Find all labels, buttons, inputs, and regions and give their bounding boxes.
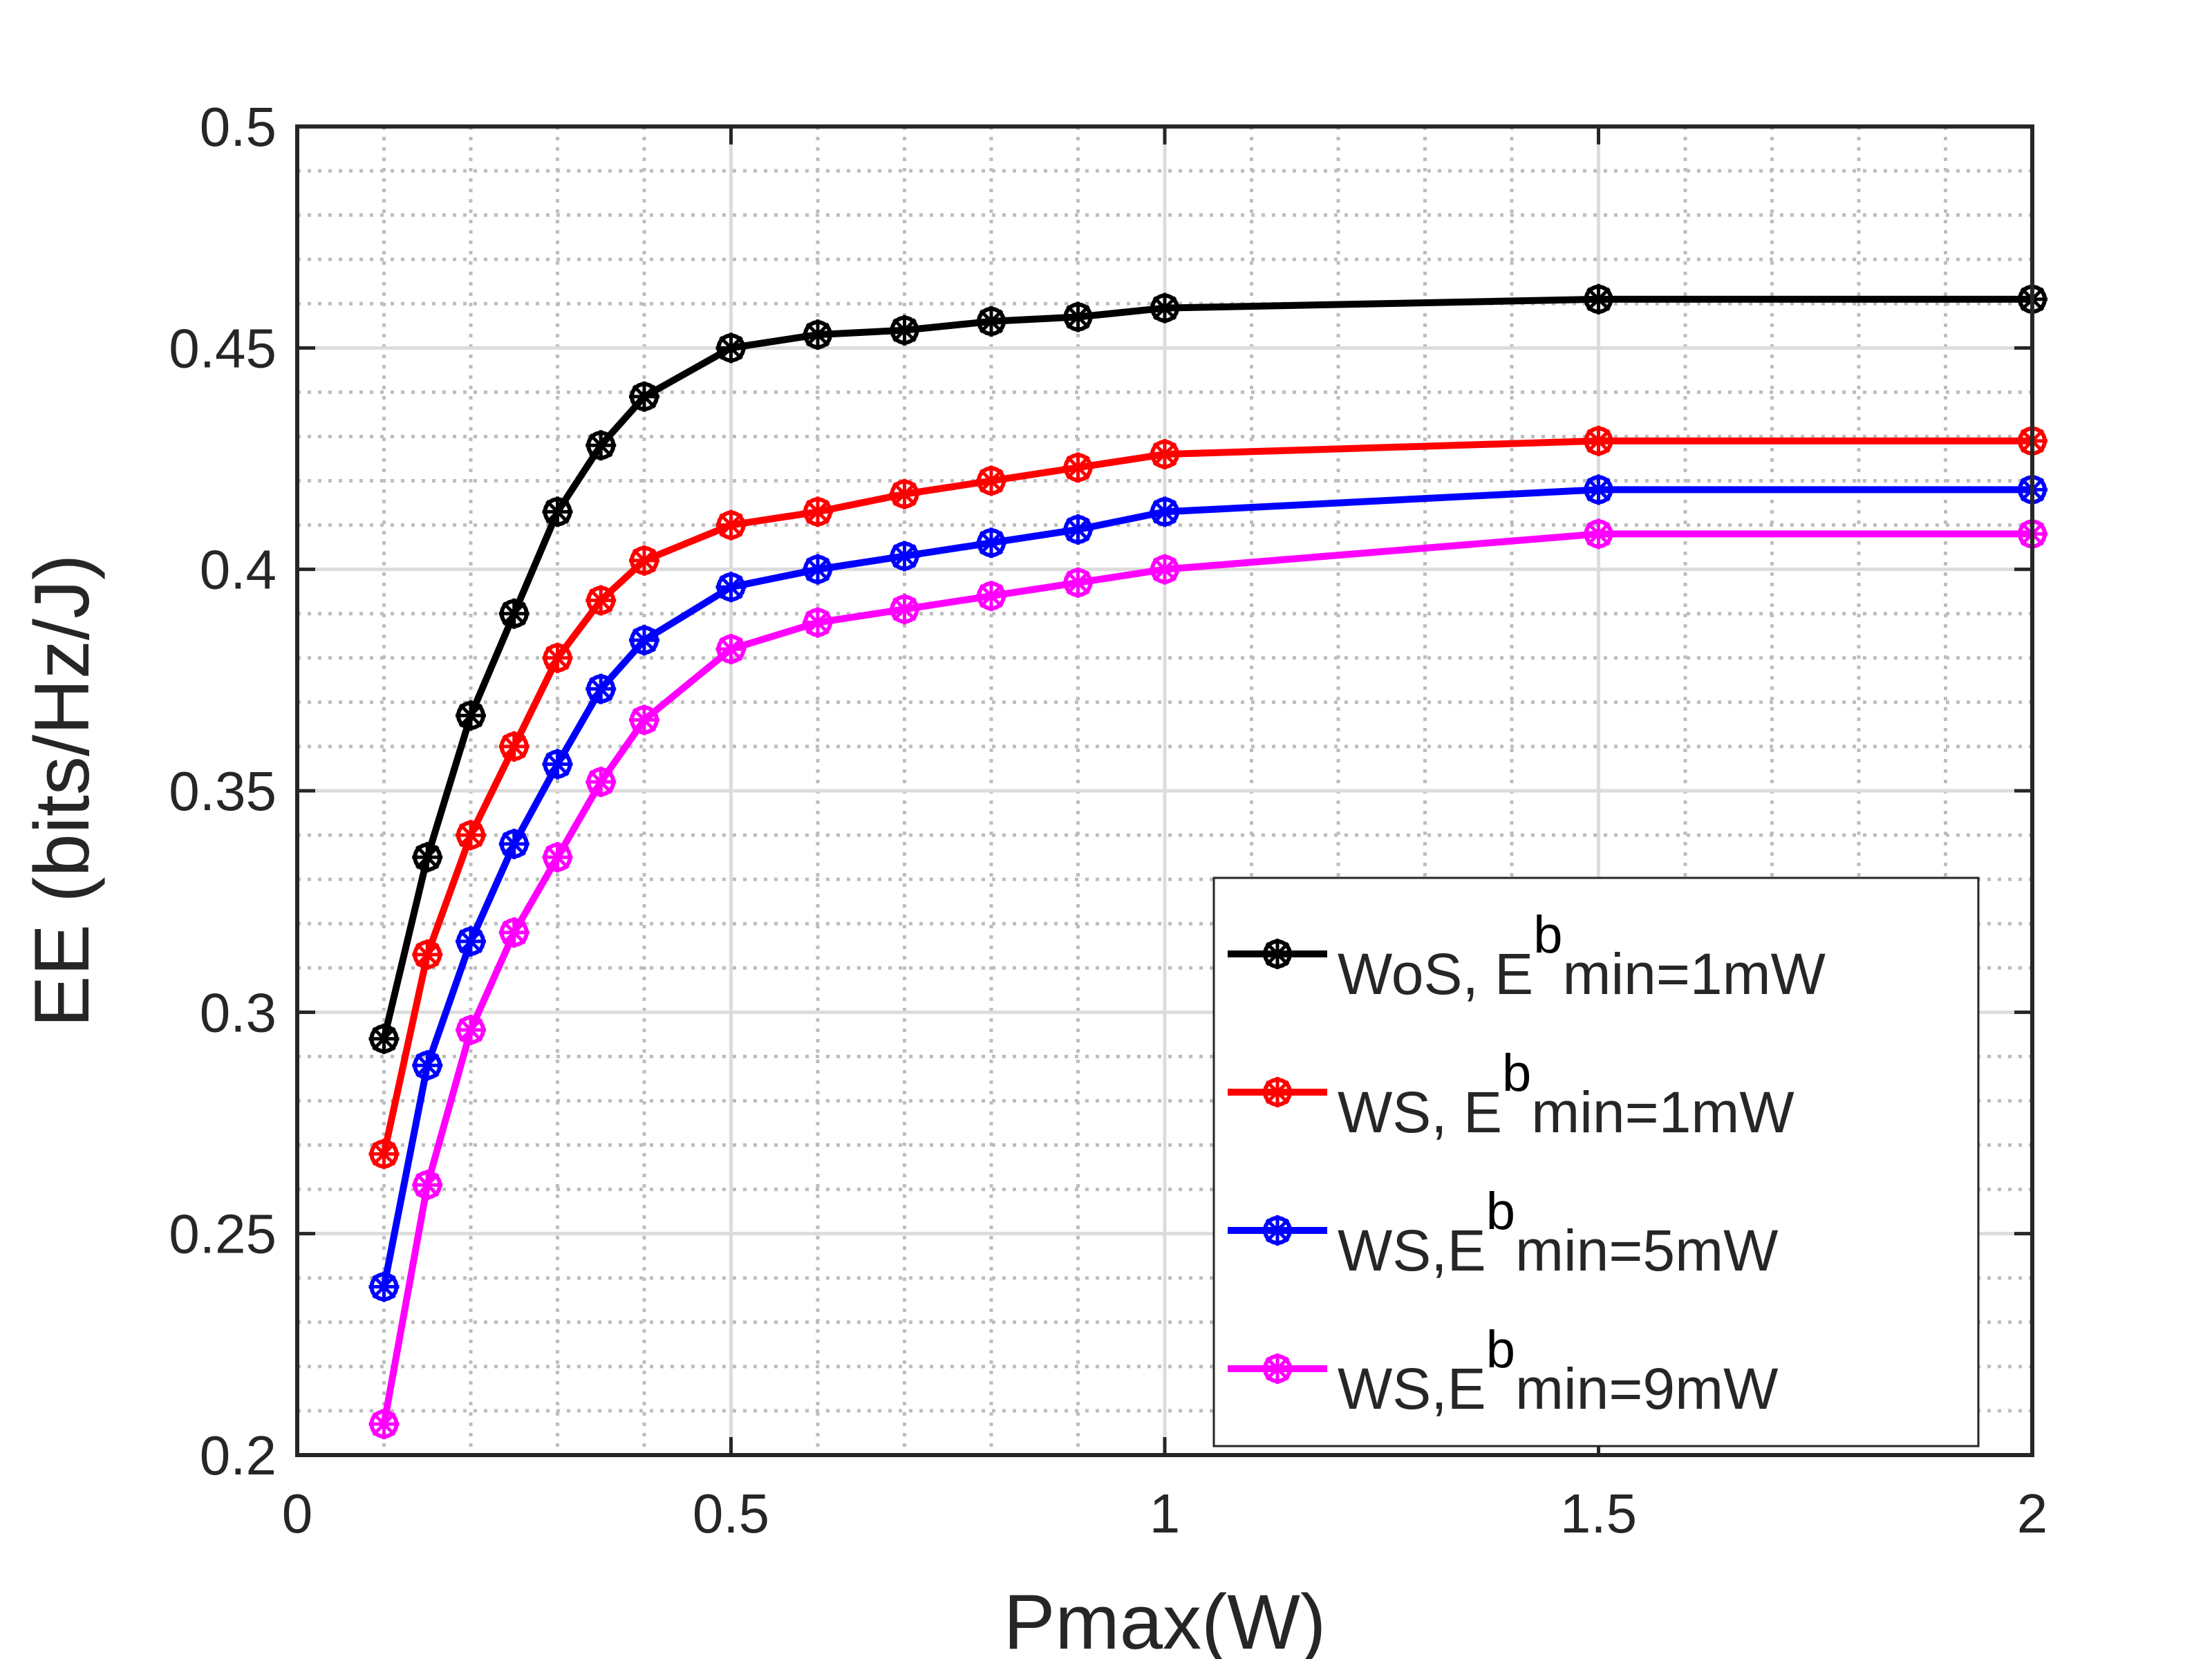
data-point <box>715 332 747 364</box>
data-point <box>976 465 1006 496</box>
legend-entry: WoS, Ebmin=1mW <box>1228 906 1826 1006</box>
series-4 <box>368 518 2047 1440</box>
y-tick-label: 0.25 <box>169 1203 276 1265</box>
data-point <box>542 642 573 673</box>
data-point <box>889 315 920 346</box>
data-point <box>1062 452 1094 483</box>
data-point <box>1150 496 1180 527</box>
y-axis-label: EE (bits/Hz/J) <box>19 554 105 1028</box>
data-point <box>889 594 920 625</box>
y-tick-label: 0.4 <box>200 539 276 601</box>
x-tick-label: 2 <box>2017 1483 2048 1544</box>
data-point <box>412 939 443 971</box>
legend-entry: WS,Ebmin=9mW <box>1228 1320 1778 1421</box>
y-tick-label: 0.45 <box>169 317 276 379</box>
x-tick-label: 1.5 <box>1560 1483 1637 1544</box>
data-point <box>368 1023 400 1054</box>
data-point <box>542 749 573 780</box>
y-tick-label: 0.35 <box>169 760 276 822</box>
data-point <box>412 1050 443 1081</box>
series-1 <box>368 283 2047 1054</box>
data-point <box>498 731 529 762</box>
x-tick-label: 0 <box>282 1483 313 1544</box>
y-tick-labels: 0.2 0.25 0.3 0.35 0.4 0.45 0.5 <box>169 96 276 1486</box>
data-point <box>368 1271 400 1302</box>
data-point <box>542 842 573 873</box>
data-point <box>585 585 617 616</box>
data-point <box>1062 301 1094 332</box>
data-point <box>498 828 529 859</box>
data-point <box>1583 474 1614 505</box>
legend-swatch-marker <box>1262 1215 1293 1246</box>
data-point <box>1062 514 1094 545</box>
legend-label: WS, Ebmin=1mW <box>1338 1044 1794 1145</box>
legend-entry: WS, Ebmin=1mW <box>1228 1044 1794 1145</box>
data-point <box>629 704 659 735</box>
data-point <box>803 554 833 585</box>
legend-label: WS,Ebmin=5mW <box>1338 1182 1778 1283</box>
data-point <box>803 496 833 527</box>
x-axis-label: Pmax(W) <box>1004 1579 1327 1659</box>
legend-swatch-marker <box>1262 1353 1293 1384</box>
data-point <box>412 1170 443 1201</box>
data-point <box>1062 567 1094 598</box>
data-point <box>976 581 1006 612</box>
data-point <box>585 430 617 461</box>
legend-entry: WS,Ebmin=5mW <box>1228 1182 1778 1283</box>
data-point <box>1583 425 1614 456</box>
data-point <box>1583 283 1614 315</box>
data-point <box>715 633 747 664</box>
data-point <box>629 625 659 656</box>
data-point <box>368 1409 400 1440</box>
legend-swatch-marker <box>1262 1077 1293 1107</box>
data-point <box>629 545 659 576</box>
data-point <box>542 496 573 527</box>
data-point <box>629 381 659 412</box>
x-tick-label: 0.5 <box>693 1483 769 1544</box>
x-tick-labels: 0 0.5 1 1.5 2 <box>282 1483 2048 1544</box>
legend-box <box>1212 877 1980 1447</box>
legend-label: WS,Ebmin=9mW <box>1338 1320 1778 1421</box>
data-point <box>456 820 486 851</box>
data-point <box>715 509 747 541</box>
data-point <box>456 926 486 957</box>
data-point <box>585 767 617 798</box>
legend-label: WoS, Ebmin=1mW <box>1338 906 1826 1006</box>
legend-swatch-marker <box>1262 939 1293 969</box>
data-point <box>1150 439 1180 470</box>
data-point <box>368 1138 400 1170</box>
data-point <box>803 319 833 350</box>
data-point <box>1583 518 1614 550</box>
data-point <box>1150 292 1180 324</box>
data-point <box>976 306 1006 337</box>
y-tick-label: 0.2 <box>200 1425 276 1486</box>
data-point <box>803 607 833 638</box>
data-point <box>715 572 747 603</box>
x-tick-label: 1 <box>1150 1483 1181 1544</box>
data-point <box>889 541 920 572</box>
data-point <box>412 842 443 873</box>
data-point <box>585 673 617 704</box>
data-point <box>456 1014 486 1045</box>
data-point <box>498 598 529 629</box>
y-tick-label: 0.3 <box>200 982 276 1043</box>
data-point <box>889 478 920 509</box>
y-tick-label: 0.5 <box>200 96 276 158</box>
legend: WoS, Ebmin=1mW WS, Ebmin=1mW WS,Ebmin=5mW W… <box>1212 877 1980 1447</box>
data-point <box>456 700 486 731</box>
series-3 <box>368 474 2047 1302</box>
data-point <box>1150 554 1180 585</box>
data-point <box>976 527 1006 559</box>
data-point <box>498 917 529 948</box>
